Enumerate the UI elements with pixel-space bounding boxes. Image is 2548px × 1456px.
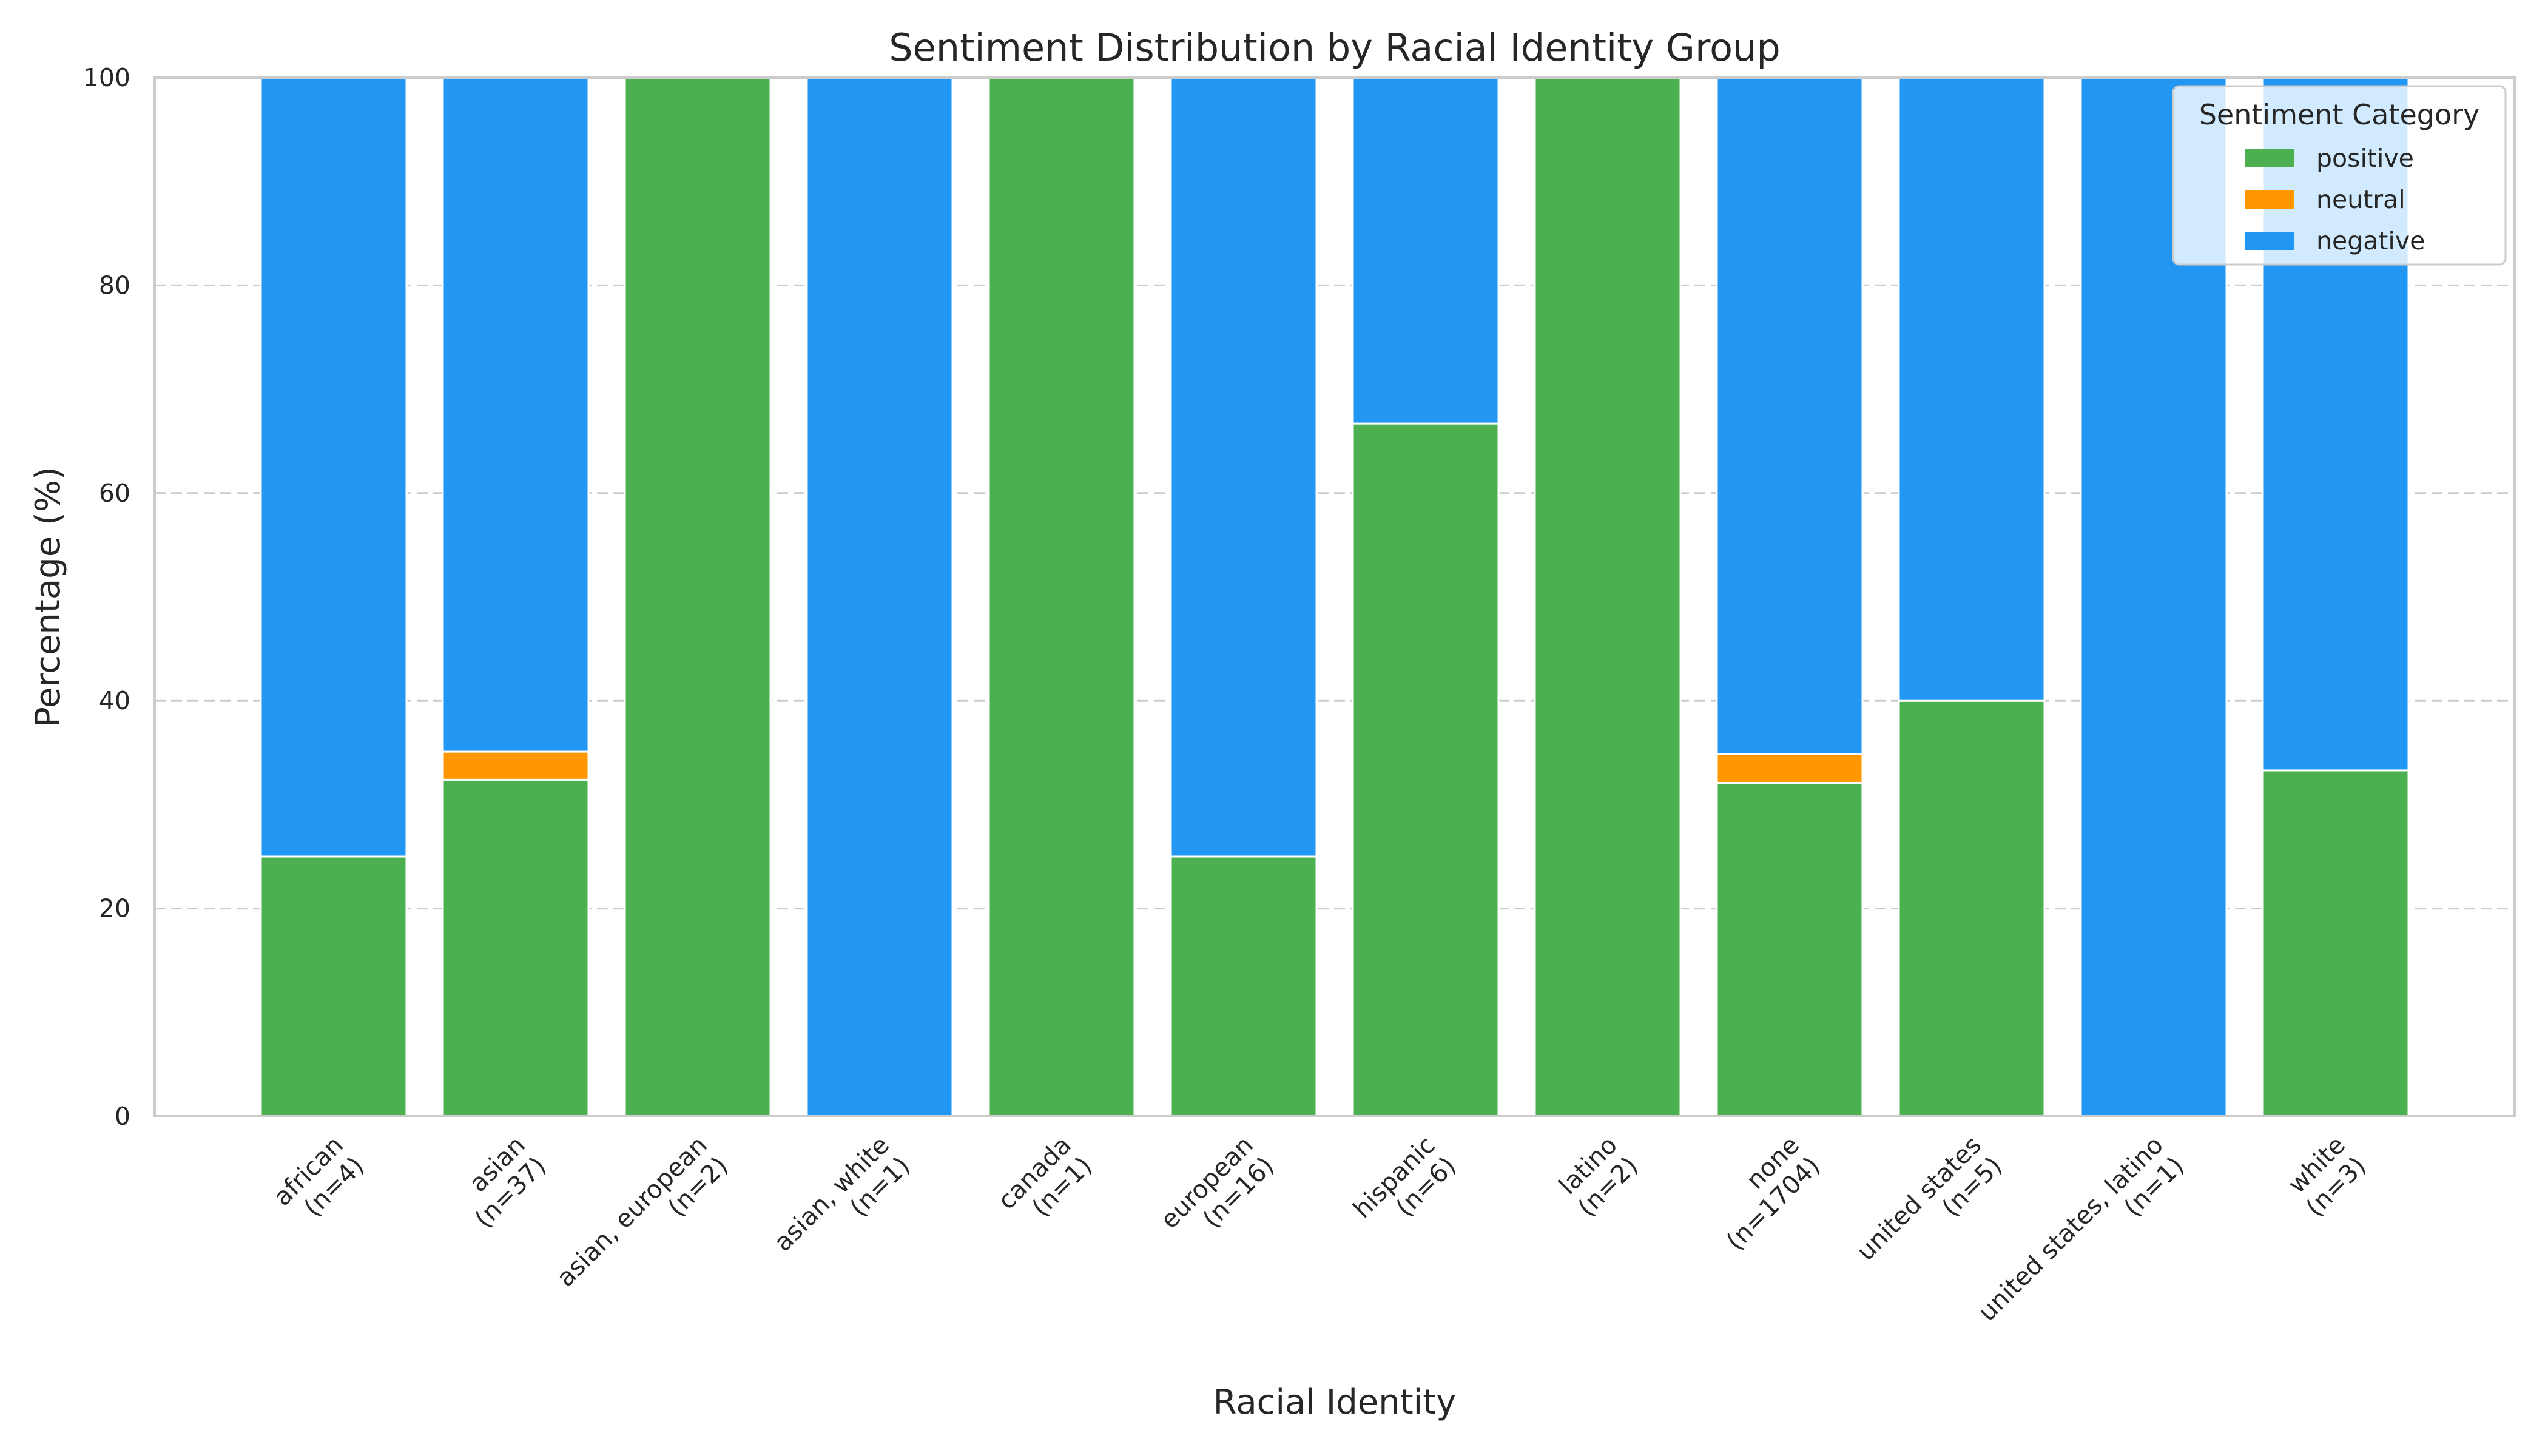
bar-segment-negative bbox=[260, 76, 408, 858]
x-tick-labels: african(n=4) asian(n=37) asian, european(n… bbox=[268, 1130, 2371, 1347]
bar-segment-negative bbox=[806, 76, 954, 1117]
x-tick-label: european(n=16) bbox=[1155, 1130, 1280, 1255]
bar-segment-positive bbox=[442, 778, 590, 1117]
bar-segment-negative bbox=[442, 76, 590, 753]
plot-frame bbox=[153, 76, 2516, 1117]
bar-segment-negative bbox=[1716, 76, 1864, 755]
svg-text:white(n=3): white(n=3) bbox=[2279, 1130, 2371, 1222]
svg-text:none(n=1704): none(n=1704) bbox=[1700, 1130, 1825, 1256]
svg-text:united states(n=5): united states(n=5) bbox=[1851, 1130, 2007, 1287]
y-tick-labels: 0 20 40 60 80 100 bbox=[83, 63, 130, 1131]
bar-segment-neutral bbox=[442, 750, 590, 781]
y-tick-label: 20 bbox=[99, 894, 130, 923]
legend-swatch-positive bbox=[2245, 149, 2294, 167]
y-tick-label: 80 bbox=[99, 271, 130, 300]
svg-text:canada(n=1): canada(n=1) bbox=[992, 1130, 1097, 1236]
bar-segment-negative bbox=[1170, 76, 1318, 858]
y-tick-label: 100 bbox=[83, 63, 130, 92]
svg-text:european(n=16): european(n=16) bbox=[1155, 1130, 1280, 1255]
y-tick-label: 60 bbox=[99, 479, 130, 508]
bar-segment-neutral bbox=[1716, 753, 1864, 784]
svg-text:hispanic(n=6): hispanic(n=6) bbox=[1347, 1130, 1461, 1244]
svg-text:united states, latino(n=1): united states, latino(n=1) bbox=[1972, 1130, 2189, 1347]
bars bbox=[260, 76, 2410, 1117]
x-tick-label: asian, european(n=2) bbox=[551, 1130, 733, 1313]
svg-text:asian, white(n=1): asian, white(n=1) bbox=[768, 1130, 915, 1278]
bar-segment-positive bbox=[1170, 855, 1318, 1117]
y-tick-label: 40 bbox=[99, 686, 130, 715]
x-tick-label: white(n=3) bbox=[2279, 1130, 2371, 1222]
x-tick-label: none(n=1704) bbox=[1700, 1130, 1825, 1256]
bar-segment-positive bbox=[1534, 76, 1682, 1117]
legend-label-positive: positive bbox=[2316, 144, 2414, 173]
legend-label-neutral: neutral bbox=[2316, 185, 2405, 214]
x-tick-label: african(n=4) bbox=[268, 1130, 369, 1232]
bar-segment-positive bbox=[988, 76, 1136, 1117]
x-tick-label: canada(n=1) bbox=[992, 1130, 1097, 1236]
x-tick-label: asian, white(n=1) bbox=[768, 1130, 915, 1278]
x-tick-name: united states, latino bbox=[1972, 1130, 2169, 1327]
svg-text:asian, european(n=2): asian, european(n=2) bbox=[551, 1130, 733, 1313]
bar-segment-positive bbox=[1352, 422, 1500, 1117]
bar-segment-positive bbox=[624, 76, 772, 1117]
legend-swatch-neutral bbox=[2245, 190, 2294, 209]
legend-box bbox=[2172, 85, 2507, 266]
bar-segment-negative bbox=[1352, 76, 1500, 425]
bar-segment-positive bbox=[2262, 769, 2410, 1117]
legend-label-negative: negative bbox=[2316, 226, 2425, 255]
x-tick-label: united states(n=5) bbox=[1851, 1130, 2007, 1287]
svg-text:asian(n=37): asian(n=37) bbox=[448, 1130, 551, 1233]
y-tick-label: 0 bbox=[115, 1102, 130, 1131]
x-tick-label: united states, latino(n=1) bbox=[1972, 1130, 2189, 1347]
y-axis-label: Percentage (%) bbox=[29, 467, 68, 727]
x-tick-label: asian(n=37) bbox=[448, 1130, 551, 1233]
x-axis-label: Racial Identity bbox=[1213, 1383, 1457, 1422]
bar-segment-positive bbox=[260, 855, 408, 1117]
legend-title: Sentiment Category bbox=[2199, 98, 2480, 131]
x-tick-label: latino(n=2) bbox=[1551, 1130, 1643, 1222]
bar-segment-negative bbox=[1898, 76, 2046, 702]
x-tick-label: hispanic(n=6) bbox=[1347, 1130, 1461, 1244]
legend-swatch-negative bbox=[2245, 232, 2294, 250]
chart-title: Sentiment Distribution by Racial Identit… bbox=[889, 25, 1780, 70]
bar-segment-positive bbox=[1898, 699, 2046, 1117]
bar-segment-positive bbox=[1716, 781, 1864, 1117]
legend: Sentiment Category positive neutral negati… bbox=[2172, 85, 2507, 266]
svg-text:african(n=4): african(n=4) bbox=[268, 1130, 369, 1232]
svg-text:latino(n=2): latino(n=2) bbox=[1551, 1130, 1643, 1222]
legend-items: positive neutral negative bbox=[2245, 144, 2425, 255]
